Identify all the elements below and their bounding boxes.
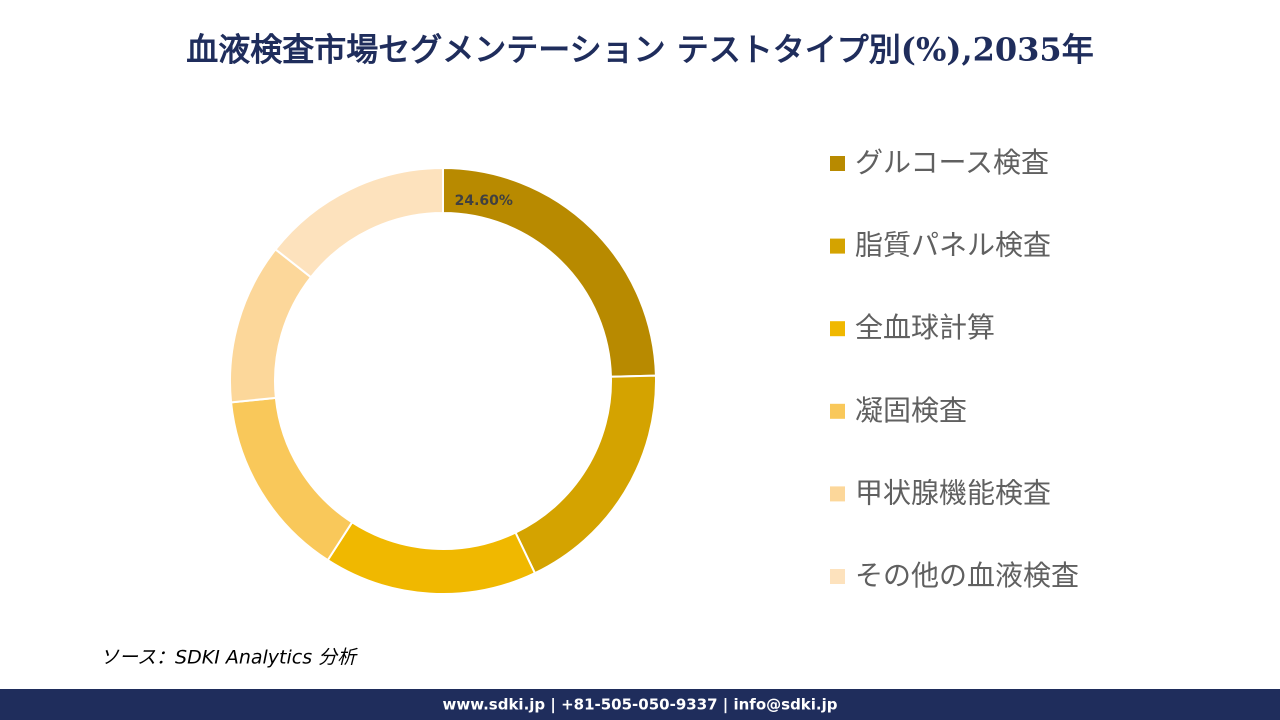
donut-segment [274, 166, 444, 279]
legend-label: 凝固検査 [855, 394, 967, 427]
legend-label: グルコース検査 [855, 146, 1049, 179]
legend-label: 脂質パネル検査 [855, 229, 1051, 262]
legend-label: その他の血液検査 [855, 559, 1079, 592]
legend-label: 全血球計算 [855, 311, 995, 344]
legend-swatch [830, 321, 845, 337]
chart-title: 血液検査市場セグメンテーション テストタイプ別(%),2035年 [186, 31, 1093, 69]
source: ソース：SDKI Analytics 分析 [100, 647, 358, 669]
data-label: 24.60% [455, 193, 513, 209]
legend-swatch [830, 156, 845, 171]
legend-swatch [830, 569, 845, 584]
footer-bar [0, 689, 1280, 720]
legend-swatch [830, 238, 845, 254]
footer-text: www.sdki.jp | +81-505-050-9337 | info@sd… [442, 696, 837, 715]
legend-swatch [830, 486, 845, 502]
legend-label: 甲状腺機能検査 [855, 476, 1051, 509]
legend-swatch [830, 403, 845, 419]
